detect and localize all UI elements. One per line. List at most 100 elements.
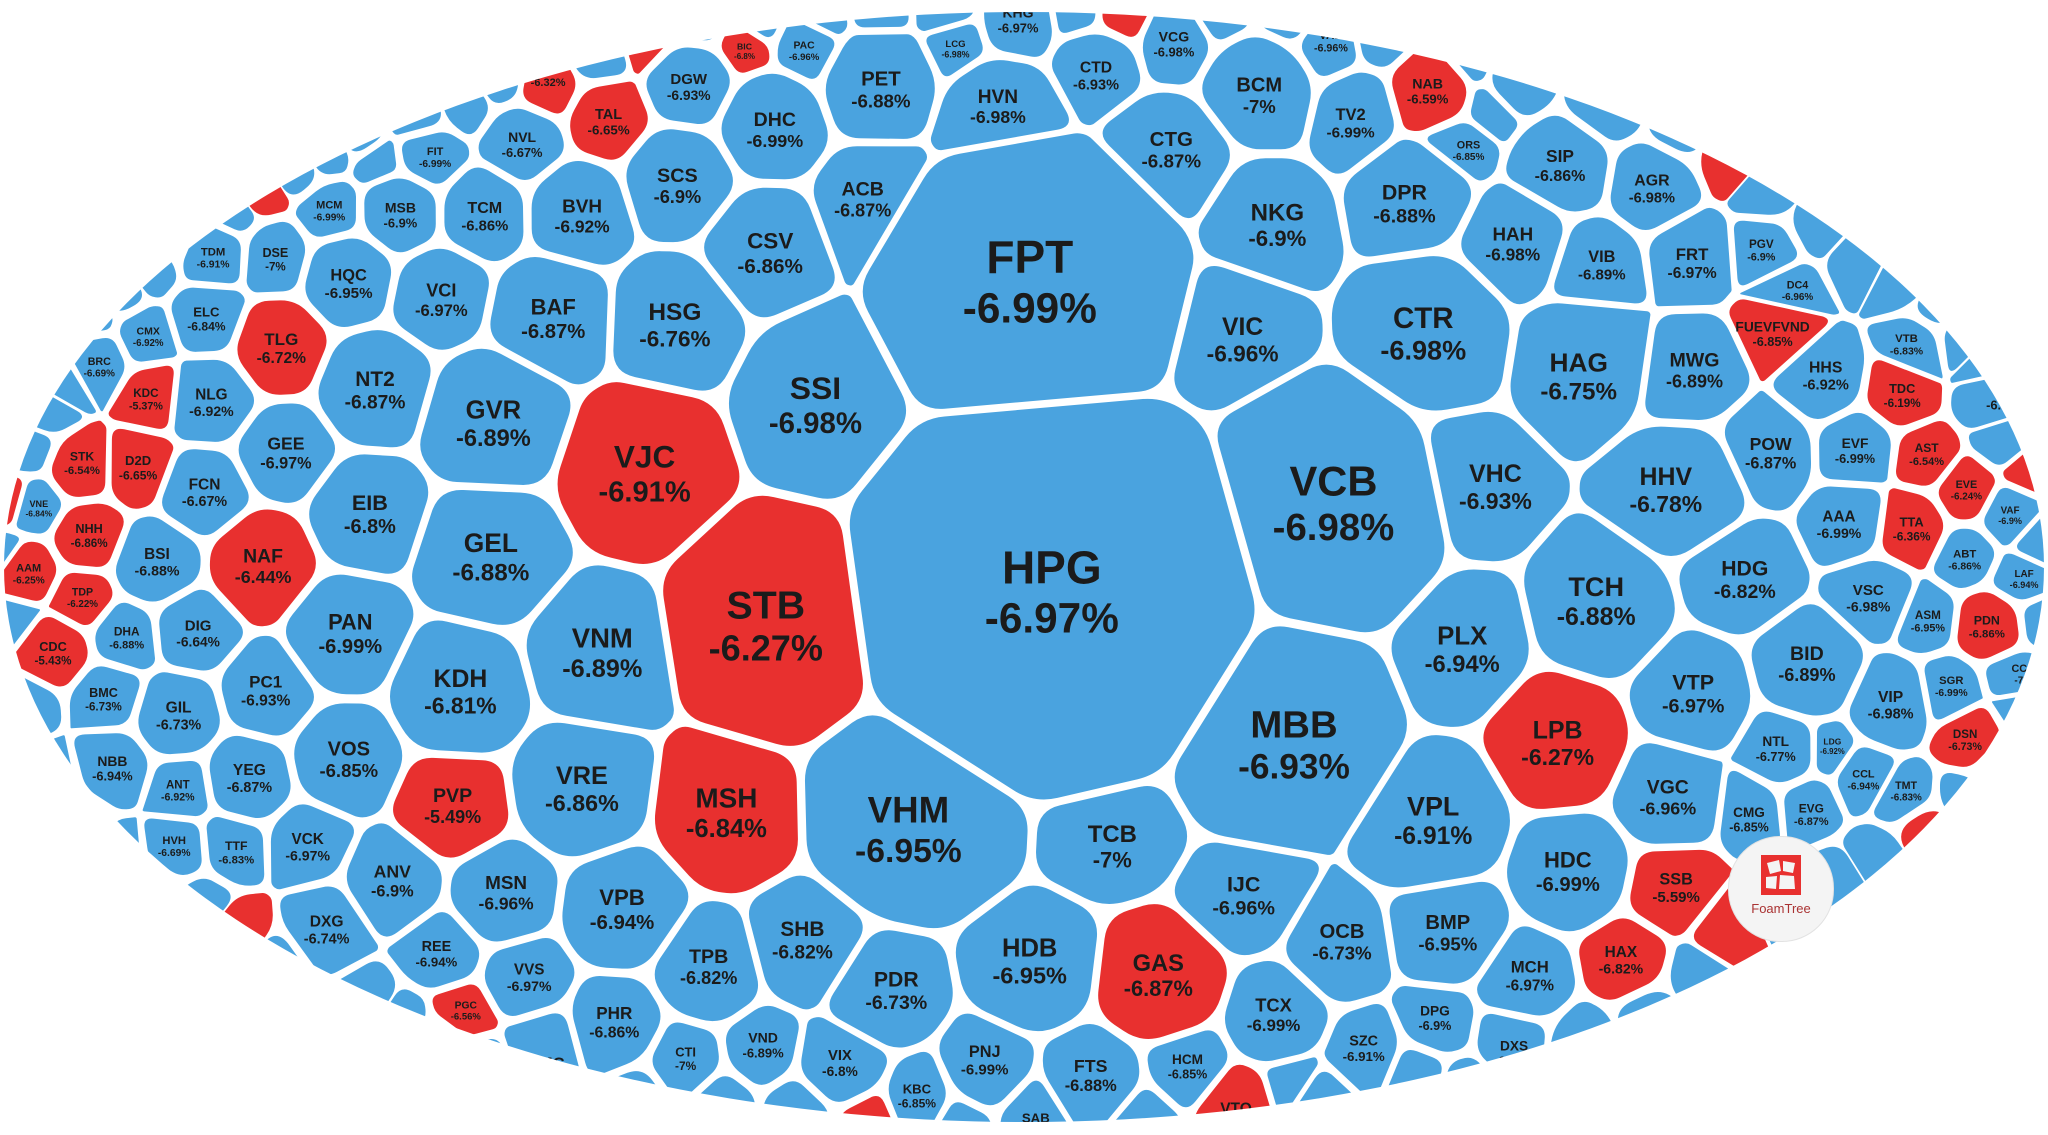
cell-mig[interactable]: MIG-6.32% bbox=[523, 17, 576, 114]
cell-nt2-shape[interactable] bbox=[318, 330, 431, 448]
cell-minor-shape[interactable] bbox=[413, 0, 532, 103]
cell-ctr-shape[interactable] bbox=[1331, 256, 1510, 411]
cell-mch-shape[interactable] bbox=[1477, 926, 1575, 1016]
cell-minor-shape[interactable] bbox=[851, 0, 909, 28]
cell-pgv-shape[interactable] bbox=[1733, 220, 1798, 286]
cell-hdb-shape[interactable] bbox=[955, 885, 1098, 1032]
cell-dc4-shape[interactable] bbox=[1740, 264, 1840, 315]
cell-ors-shape[interactable] bbox=[1427, 123, 1500, 181]
cell-hvh[interactable]: HVH-6.69% bbox=[144, 818, 202, 875]
cell-hah-shape[interactable] bbox=[1461, 183, 1563, 305]
cell-minor[interactable] bbox=[297, 989, 426, 1135]
cell-tal-shape[interactable] bbox=[570, 81, 648, 160]
cell-minor-shape[interactable] bbox=[255, 961, 396, 1135]
cell-minor-shape[interactable] bbox=[365, 1022, 460, 1135]
cell-ttf-shape[interactable] bbox=[206, 817, 265, 886]
cell-ssi-shape[interactable] bbox=[728, 294, 907, 499]
cell-vjc-shape[interactable] bbox=[557, 382, 740, 564]
cell-minor-shape[interactable] bbox=[406, 1039, 535, 1135]
cell-evg-shape[interactable] bbox=[1784, 780, 1843, 847]
cell-acb-shape[interactable] bbox=[813, 146, 928, 286]
cell-hvh-shape[interactable] bbox=[144, 818, 202, 875]
cell-hcm-shape[interactable] bbox=[1147, 1030, 1228, 1108]
cell-yeg[interactable]: YEG-6.87% bbox=[209, 735, 291, 818]
cell-mbb-shape[interactable] bbox=[1174, 626, 1407, 855]
cell-tco-shape[interactable] bbox=[1901, 811, 2048, 1070]
cell-dxs[interactable]: DXS-6.83% bbox=[1477, 1013, 1545, 1108]
cell-ldg-shape[interactable] bbox=[1816, 721, 1854, 775]
cell-minor-shape[interactable] bbox=[1809, 846, 2024, 1135]
cell-minor[interactable] bbox=[0, 0, 190, 252]
cell-minor[interactable] bbox=[1917, 112, 2048, 324]
cell-pgc-shape[interactable] bbox=[432, 984, 498, 1035]
cell-vtp-shape[interactable] bbox=[1629, 630, 1751, 751]
cell-minor-shape[interactable] bbox=[1980, 743, 2048, 849]
cell-aam-shape[interactable] bbox=[0, 541, 57, 601]
cell-minor-shape[interactable] bbox=[1917, 112, 2048, 324]
cell-minor[interactable] bbox=[83, 878, 231, 1085]
cell-ctd-shape[interactable] bbox=[1051, 34, 1141, 126]
cell-mig-shape[interactable] bbox=[523, 17, 576, 114]
cell-minor-shape[interactable] bbox=[1618, 992, 1787, 1135]
cell-cmx-shape[interactable] bbox=[120, 306, 178, 362]
cell-minor-shape[interactable] bbox=[0, 530, 19, 588]
cell-fmc-shape[interactable] bbox=[504, 1013, 581, 1135]
cell-minor-shape[interactable] bbox=[1793, 0, 2044, 259]
cell-nbb[interactable]: NBB-6.94% bbox=[74, 733, 148, 810]
cell-minor-shape[interactable] bbox=[1492, 0, 1585, 116]
cell-vgc-shape[interactable] bbox=[1612, 743, 1723, 844]
cell-eib-shape[interactable] bbox=[309, 454, 429, 574]
cell-vaf-shape[interactable] bbox=[1984, 487, 2043, 546]
cell-khg-shape[interactable] bbox=[984, 0, 1052, 57]
cell-bcm-shape[interactable] bbox=[1202, 37, 1311, 150]
cell-minor[interactable] bbox=[90, 0, 289, 216]
cell-pow-shape[interactable] bbox=[1724, 390, 1812, 511]
cell-ree-shape[interactable] bbox=[387, 912, 480, 988]
cell-dxg-shape[interactable] bbox=[280, 886, 379, 975]
cell-minor-shape[interactable] bbox=[0, 817, 140, 1108]
cell-abt-shape[interactable] bbox=[1934, 528, 1995, 589]
cell-minor-shape[interactable] bbox=[537, 0, 627, 79]
cell-hhs-shape[interactable] bbox=[1773, 320, 1865, 419]
cell-pdr-shape[interactable] bbox=[829, 930, 953, 1048]
cell-pvp-shape[interactable] bbox=[393, 757, 509, 858]
cell-vos-shape[interactable] bbox=[294, 703, 403, 818]
cell-minor-shape[interactable] bbox=[1181, 0, 1252, 40]
cell-dha-shape[interactable] bbox=[95, 602, 155, 670]
cell-vck-shape[interactable] bbox=[270, 804, 355, 890]
cell-minor[interactable] bbox=[664, 0, 725, 41]
cell-bvh-shape[interactable] bbox=[531, 160, 635, 265]
cell-gvr-shape[interactable] bbox=[420, 348, 571, 485]
cell-scs-shape[interactable] bbox=[626, 129, 733, 243]
cell-tcm-shape[interactable] bbox=[444, 167, 524, 262]
cell-tlg-shape[interactable] bbox=[237, 300, 327, 395]
cell-kbc-shape[interactable] bbox=[888, 1051, 946, 1135]
cell-frt-shape[interactable] bbox=[1649, 207, 1732, 307]
cell-gee-shape[interactable] bbox=[238, 403, 336, 503]
cell-minor-shape[interactable] bbox=[126, 935, 314, 1135]
cell-dhc-shape[interactable] bbox=[721, 73, 828, 180]
cell-minor-shape[interactable] bbox=[0, 871, 175, 1135]
cell-pac-shape[interactable] bbox=[777, 21, 835, 79]
cell-dxs-shape[interactable] bbox=[1477, 1013, 1545, 1108]
cell-evf-shape[interactable] bbox=[1819, 412, 1891, 483]
cell-minor-shape[interactable] bbox=[20, 135, 177, 298]
cell-minor-shape[interactable] bbox=[1727, 0, 1933, 215]
cell-minor[interactable] bbox=[835, 1096, 903, 1135]
cell-ocb-shape[interactable] bbox=[1286, 864, 1392, 1002]
cell-vsc-shape[interactable] bbox=[1818, 560, 1912, 644]
cell-ast-shape[interactable] bbox=[1896, 420, 1961, 486]
cell-minor[interactable] bbox=[161, 0, 315, 195]
cell-minor-shape[interactable] bbox=[664, 0, 725, 41]
cell-minor[interactable] bbox=[255, 961, 396, 1135]
cell-minor-shape[interactable] bbox=[90, 0, 289, 216]
cell-elc-shape[interactable] bbox=[171, 287, 245, 352]
cell-minor-shape[interactable] bbox=[0, 735, 74, 846]
cell-dse-shape[interactable] bbox=[246, 221, 306, 293]
cell-stk-shape[interactable] bbox=[51, 420, 107, 497]
cell-minor[interactable] bbox=[0, 817, 140, 1108]
cell-minor-shape[interactable] bbox=[161, 0, 315, 195]
cell-minor-shape[interactable] bbox=[2017, 506, 2048, 570]
cell-minor[interactable] bbox=[1102, 0, 1161, 37]
cell-baf-shape[interactable] bbox=[490, 256, 608, 385]
